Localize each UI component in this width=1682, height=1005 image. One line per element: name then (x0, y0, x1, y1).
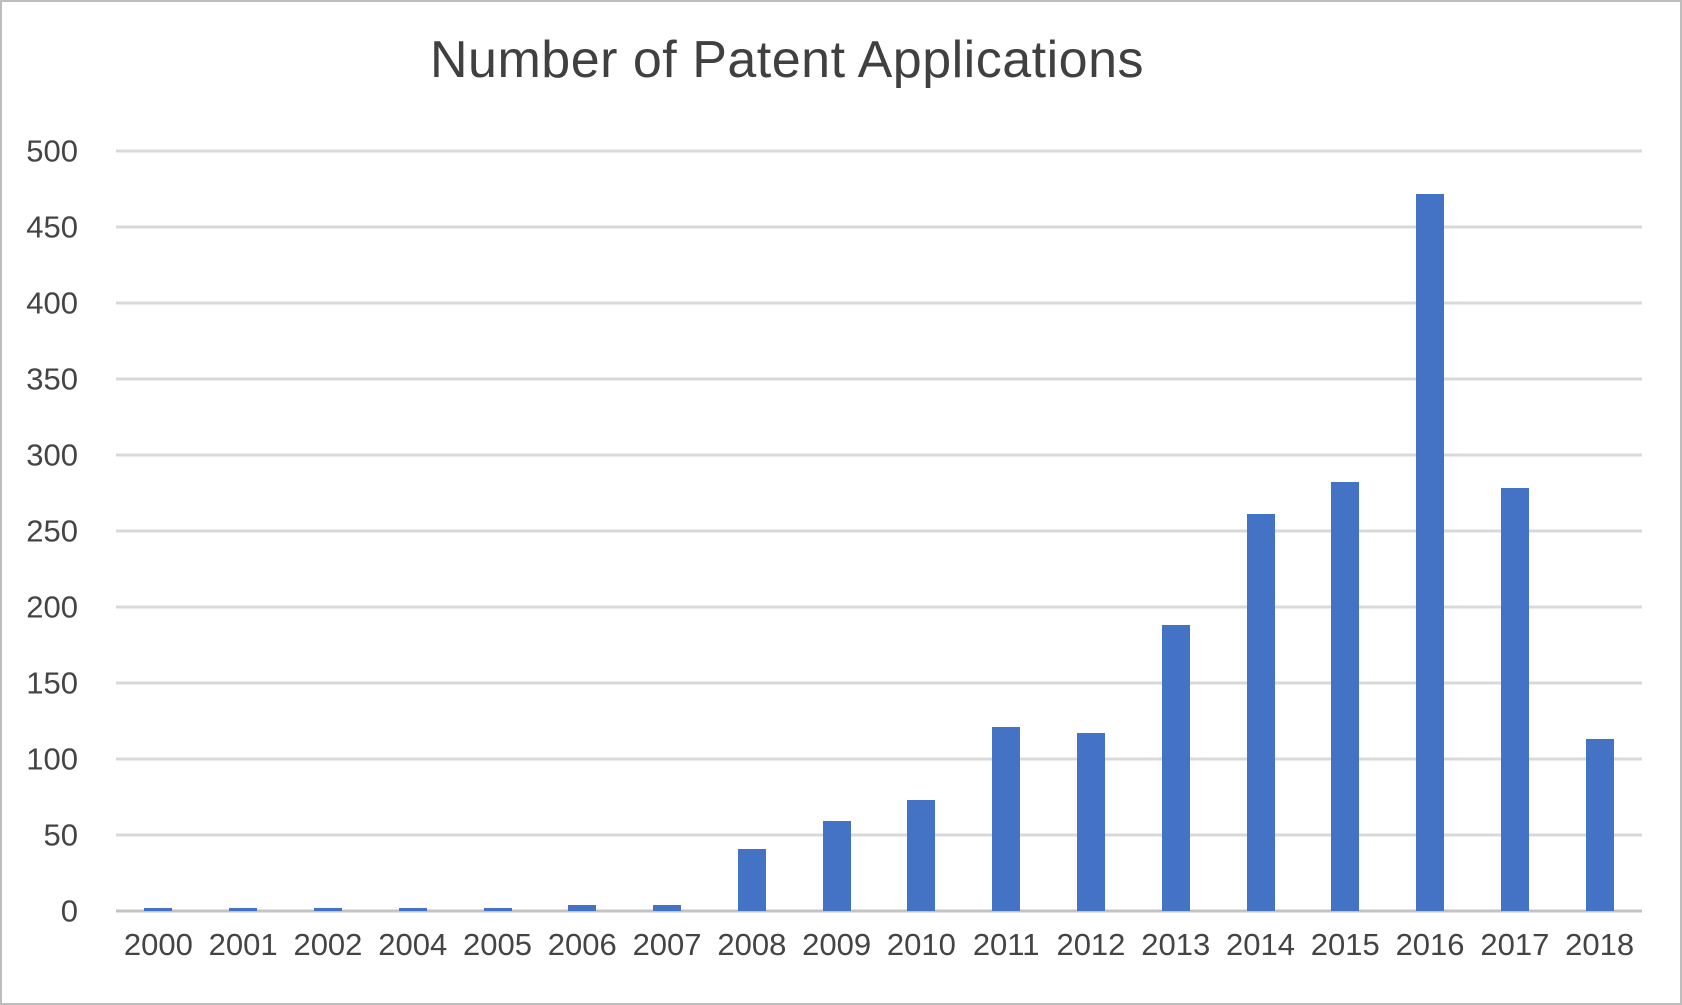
x-tick-label: 2008 (717, 927, 787, 962)
gridline (116, 225, 1642, 229)
x-tick-label: 2000 (123, 927, 193, 962)
bar-2015 (1331, 482, 1360, 911)
bar-2009 (822, 821, 851, 911)
y-tick-label: 250 (26, 513, 78, 549)
x-tick-label: 2010 (886, 927, 956, 962)
x-tick-label: 2012 (1056, 927, 1126, 962)
y-tick-label: 350 (26, 361, 78, 397)
gridline (116, 453, 1642, 457)
x-axis-line (116, 909, 1642, 913)
y-tick-label: 150 (26, 665, 78, 701)
bar-2011 (992, 727, 1021, 911)
gridline (116, 529, 1642, 533)
bar-2016 (1416, 193, 1445, 911)
gridline (116, 681, 1642, 685)
x-tick-label: 2018 (1565, 927, 1635, 962)
gridline (116, 149, 1642, 153)
gridline (116, 833, 1642, 837)
bar-2018 (1585, 739, 1614, 911)
x-tick-label: 2017 (1480, 927, 1550, 962)
gridline (116, 301, 1642, 305)
x-tick-label: 2009 (802, 927, 872, 962)
bar-2007 (653, 904, 682, 911)
plot-area: 0 50 100 150 200 250 300 350 400 450 500 2000 2001 20… (26, 136, 1642, 960)
x-tick-label: 2002 (293, 927, 363, 962)
y-tick-label: 100 (26, 741, 78, 777)
y-tick-label: 200 (26, 589, 78, 625)
x-tick-label: 2005 (463, 927, 532, 962)
y-tick-label: 300 (26, 437, 78, 473)
x-tick-label: 2006 (547, 927, 617, 962)
bar-2004 (398, 907, 427, 911)
bar-2010 (907, 800, 936, 911)
bar-2006 (568, 904, 597, 911)
chart-title: Number of Patent Applications (429, 31, 1144, 89)
x-tick-label: 2001 (208, 927, 278, 962)
x-tick-label: 2007 (632, 927, 702, 962)
x-tick-label: 2013 (1141, 927, 1211, 962)
bar-2005 (483, 907, 512, 911)
y-tick-label: 50 (43, 817, 78, 853)
bar-2013 (1161, 625, 1190, 911)
x-tick-label: 2016 (1395, 927, 1465, 962)
bar-2000 (144, 907, 173, 911)
y-tick-label: 500 (26, 133, 78, 169)
bar-2012 (1076, 733, 1105, 911)
gridline (116, 377, 1642, 381)
x-tick-label: 2004 (378, 927, 448, 962)
y-tick-label: 400 (26, 285, 78, 321)
x-tick-label: 2015 (1310, 927, 1380, 962)
y-tick-label: 450 (26, 209, 78, 245)
bar-2017 (1500, 488, 1529, 911)
bar-2001 (229, 907, 258, 911)
gridline (116, 605, 1642, 609)
y-tick-label: 0 (60, 893, 78, 929)
bar-2002 (313, 907, 342, 911)
bar-2014 (1246, 514, 1275, 911)
gridline (116, 757, 1642, 761)
bar-2008 (737, 848, 766, 911)
x-tick-label: 2011 (972, 927, 1040, 962)
x-tick-label: 2014 (1226, 927, 1295, 962)
